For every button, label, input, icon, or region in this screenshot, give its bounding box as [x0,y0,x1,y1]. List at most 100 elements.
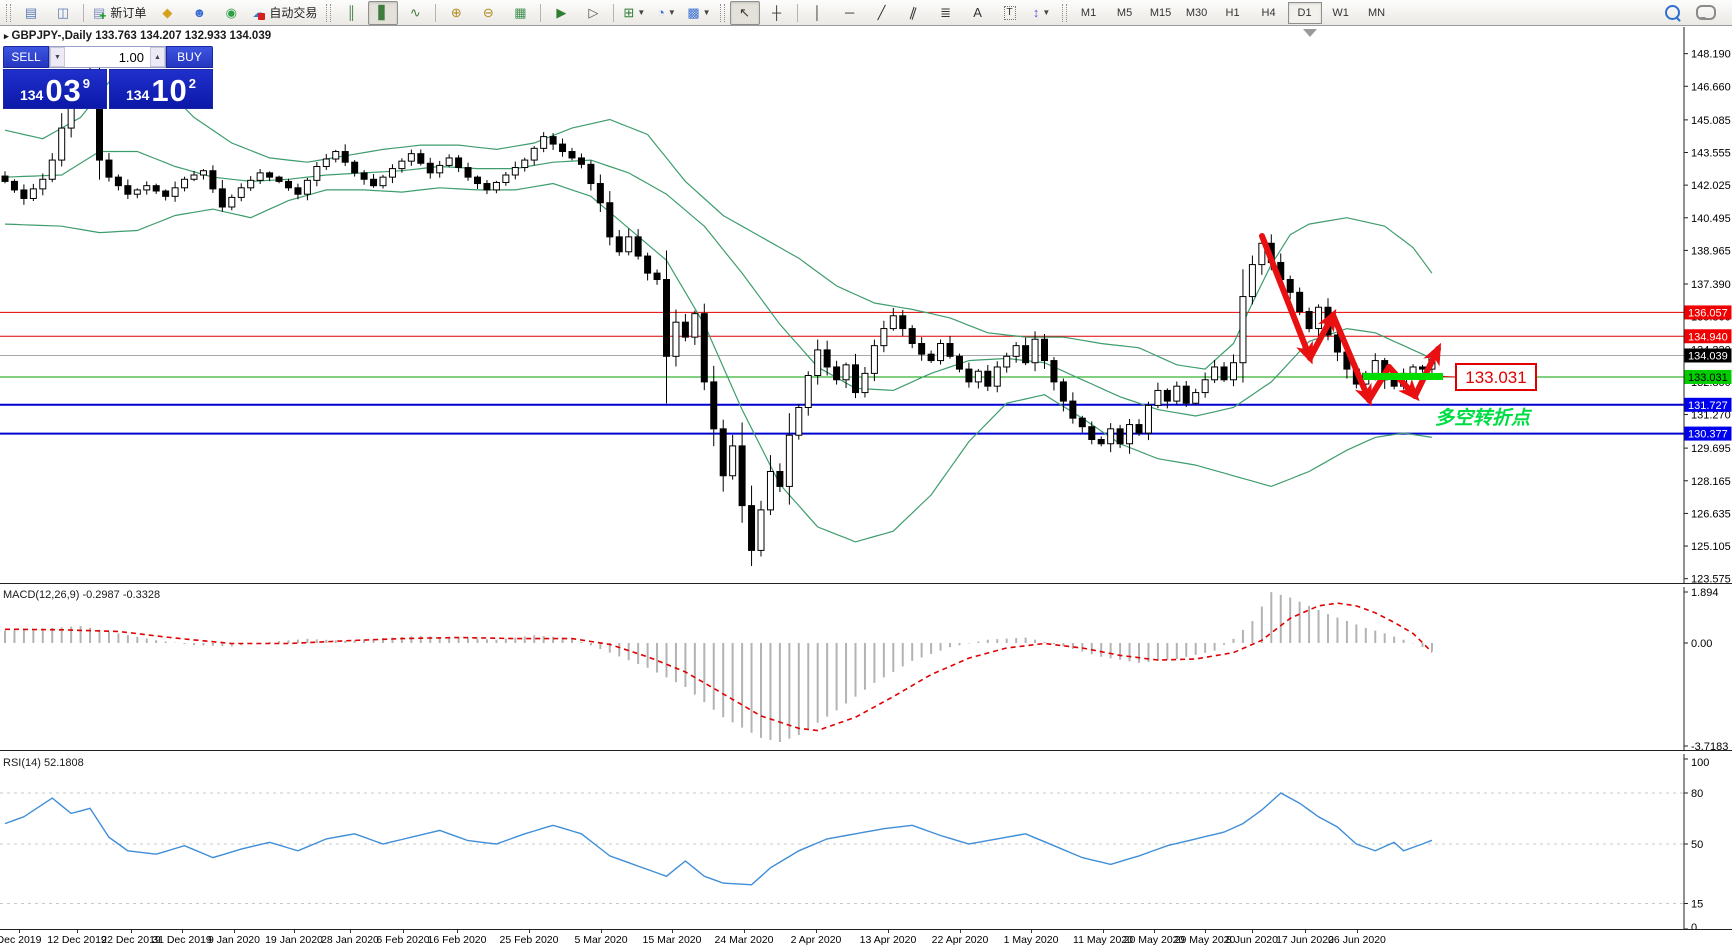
candle-body [445,157,453,166]
chevron-down-icon[interactable]: ▼ [637,8,646,17]
candle-body [39,178,47,190]
chart-shift-button[interactable]: ▷ [578,1,608,25]
time-axis-label: 9 Jan 2020 [208,934,260,946]
candle-body [738,445,746,507]
signal-button[interactable]: ◉ [216,1,246,25]
chevron-down-icon[interactable]: ▼ [702,8,711,17]
equidistant-channel-button[interactable]: ∥ [899,1,929,25]
candle-body [48,159,56,180]
zoom-out-button[interactable]: ⊖ [473,1,503,25]
periods-button[interactable]: ◔ ▼ [651,1,681,25]
search-icon[interactable] [1665,5,1680,20]
candle-body [823,349,831,368]
candle-body [672,321,680,357]
chart-shift-marker-icon [1303,29,1317,37]
volume-decrease-button[interactable]: ▼ [50,47,65,67]
candle-body [266,172,274,178]
bar-chart-type-button[interactable]: ║ [336,1,366,25]
autotrading-button-label: 自动交易 [269,6,318,20]
line-chart-type-button[interactable]: ∿ [400,1,430,25]
timeframe-mn-button[interactable]: MN [1368,6,1386,19]
cursor-button[interactable]: ↖ [729,0,760,25]
candle-body [955,355,963,370]
trend-arrow-annotation [1386,364,1420,402]
toolbar-grip[interactable] [6,3,11,22]
timeframe-h4-button[interactable]: H4 [1261,6,1276,19]
time-axis-tick [960,930,961,933]
tile-windows-button[interactable]: ▦ [505,1,535,25]
text-label-button[interactable]: T [995,1,1025,25]
time-axis-tick [350,930,351,933]
chat-icon[interactable] [1696,5,1716,20]
vertical-line-button[interactable]: │ [803,1,833,25]
toolbar-grip[interactable] [1061,3,1067,22]
toolbar-right [1657,5,1730,20]
buy-price-panel[interactable]: 134 10 2 [109,69,213,109]
candle-body [965,368,973,383]
candle-body [729,445,737,477]
candle-body [1305,311,1313,330]
autotrading-button[interactable]: ☁ 自动交易 [248,1,321,25]
time-axis-label: 15 Mar 2020 [642,934,702,946]
new-order-button[interactable]: ▤ + 新订单 [89,1,150,25]
candle-body [653,272,661,281]
candle-body [1419,366,1426,370]
templates-button[interactable]: ▩ ▼ [683,1,714,25]
candle-body [370,178,378,187]
timeframe-m1-button[interactable]: M1 [1080,6,1097,19]
candle-body [577,157,585,165]
toolbar-grip[interactable] [326,3,332,22]
charts-window-button[interactable]: ▤ [16,1,46,25]
sell-button[interactable]: SELL [3,46,49,68]
time-axis[interactable]: Dec 2019 12 Dec 2019 22 Dec 2019 31 Dec 201… [0,930,1732,949]
volume-input[interactable]: 1.00 [118,49,144,65]
candle-body [1,175,9,182]
trendline-button[interactable]: ╱ [867,1,897,25]
buy-button[interactable]: BUY [166,46,213,68]
candle-body [946,343,954,357]
candle-body [842,364,850,381]
chevron-down-icon[interactable]: ▼ [667,8,676,17]
zoom-in-button[interactable]: ⊕ [441,1,471,25]
price-label-text: 133.031 [1465,368,1526,387]
time-axis-label: 8 Jun 2020 [1226,934,1278,946]
price-axis-tick-label: 146.660 [1691,81,1731,93]
toolbar-grip[interactable] [719,3,725,22]
candle-body [937,343,945,362]
volume-increase-button[interactable]: ▲ [150,47,165,67]
timeframe-d1-button[interactable]: D1 [1287,1,1322,24]
candle-body [568,151,576,159]
candle-body [1163,389,1171,402]
horizontal-line-button[interactable]: ─ [835,1,865,25]
candlestick-chart-type-button[interactable]: ▋ [368,0,399,25]
candle-body [1192,392,1200,404]
timeframe-m5-button[interactable]: M5 [1116,6,1133,19]
rsi-axis-tick-label: 80 [1691,788,1703,800]
indicators-button[interactable]: ⊞ ▼ [619,1,649,25]
fibonacci-button[interactable]: ≣ [931,1,961,25]
timeframe-m15-button[interactable]: M15 [1149,6,1172,19]
candle-body [1390,379,1398,387]
rsi-axis-tick-label: 50 [1691,839,1703,851]
crosshair-button[interactable]: ┼ [762,1,792,25]
timeframe-h1-button[interactable]: H1 [1225,6,1240,19]
macd-signal-line [5,602,1433,732]
chevron-down-icon[interactable]: ▼ [1042,8,1051,17]
candle-body [908,328,916,345]
toolbar-separator [796,3,798,22]
timeframe-w1-button[interactable]: W1 [1332,6,1349,19]
profiles-button[interactable]: ◫ [48,1,78,25]
sell-price-big-figure: 134 [19,87,44,103]
time-axis-label: Dec 2019 [0,934,42,946]
arrows-button[interactable]: ↕ ▼ [1027,1,1057,25]
auto-scroll-button[interactable]: ▶ [546,1,576,25]
trend-arrow-annotation [1330,312,1372,407]
timeframe-m30-button[interactable]: M30 [1185,6,1208,19]
candle-body [1371,360,1379,374]
candle-body [152,185,160,192]
history-button[interactable]: ◆ [152,1,182,25]
sell-price-panel[interactable]: 134 03 9 [3,69,107,109]
contacts-button[interactable]: ☻ [184,1,214,25]
text-button[interactable]: A [963,1,993,25]
candle-body [360,172,368,180]
